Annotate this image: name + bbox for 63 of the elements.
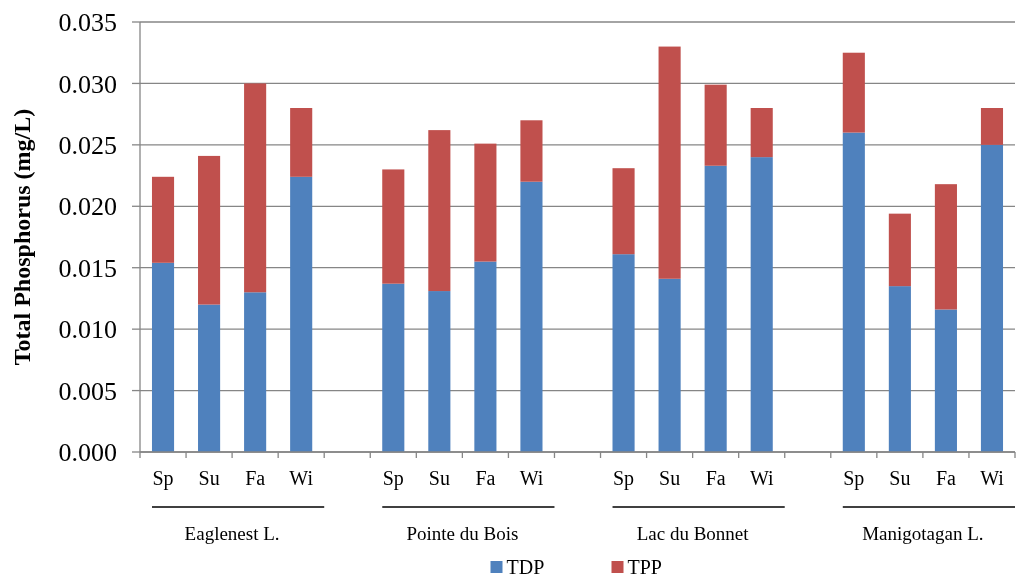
x-tick-label: Sp	[382, 467, 404, 490]
x-tick-label: Fa	[475, 467, 496, 489]
text: Eaglenest L.	[184, 523, 280, 544]
text: Manigotagan L.	[862, 523, 984, 544]
x-tick-label: Su	[428, 467, 450, 489]
bar	[934, 309, 957, 452]
legend-label: TDP	[506, 556, 545, 578]
bar	[842, 52, 865, 133]
y-tick-label: 0.015	[58, 253, 117, 283]
x-tick-label: Su	[889, 467, 911, 489]
y-tick-label: 0.035	[58, 8, 117, 38]
bar	[290, 108, 313, 177]
bar	[888, 286, 911, 452]
text: Lac du Bonnet	[636, 523, 750, 544]
y-tick-label: 0.025	[58, 130, 117, 160]
bar	[658, 46, 681, 279]
x-tick-label: Fa	[245, 467, 266, 489]
bar	[151, 262, 175, 452]
bar	[980, 144, 1004, 452]
bar	[290, 176, 313, 452]
x-tick-label: Fa	[705, 467, 726, 489]
bar	[612, 168, 635, 255]
legend-label: TPP	[627, 556, 662, 578]
bar	[842, 132, 865, 452]
x-tick-label: Wi	[980, 467, 1005, 489]
bar	[750, 108, 773, 158]
bar	[750, 157, 773, 452]
bar	[520, 181, 543, 452]
x-tick-label: Wi	[519, 467, 544, 489]
bar	[520, 120, 543, 182]
bar	[612, 254, 635, 452]
bar	[888, 213, 911, 287]
bar	[980, 108, 1004, 145]
x-tick-label: Fa	[935, 467, 957, 489]
x-tick-label: Sp	[152, 467, 174, 490]
bar	[474, 143, 497, 262]
x-tick-label: Su	[198, 467, 220, 489]
bar	[704, 84, 727, 166]
x-tick-label: Wi	[749, 467, 774, 489]
bar	[382, 283, 405, 452]
bar	[428, 291, 451, 452]
bar	[198, 155, 221, 305]
y-axis-title: Total Phosphorus (mg/L)	[9, 108, 35, 366]
y-tick-label: 0.000	[58, 438, 117, 468]
bar	[934, 184, 957, 310]
bar	[704, 165, 727, 452]
bar	[474, 261, 497, 452]
bar	[244, 292, 267, 452]
x-tick-label: Su	[659, 467, 681, 489]
x-tick-label: Sp	[843, 467, 865, 490]
y-tick-label: 0.030	[58, 69, 117, 99]
bar	[198, 304, 221, 452]
bar	[382, 169, 405, 284]
x-tick-label: Sp	[612, 467, 635, 490]
x-tick-label: Wi	[289, 467, 314, 489]
y-tick-label: 0.020	[58, 192, 117, 222]
bar	[244, 83, 267, 293]
y-tick-label: 0.010	[58, 315, 117, 345]
bar	[151, 176, 175, 263]
bar	[428, 130, 451, 292]
y-tick-label: 0.005	[58, 376, 117, 406]
text: Pointe du Bois	[406, 523, 519, 544]
bar	[658, 278, 681, 452]
